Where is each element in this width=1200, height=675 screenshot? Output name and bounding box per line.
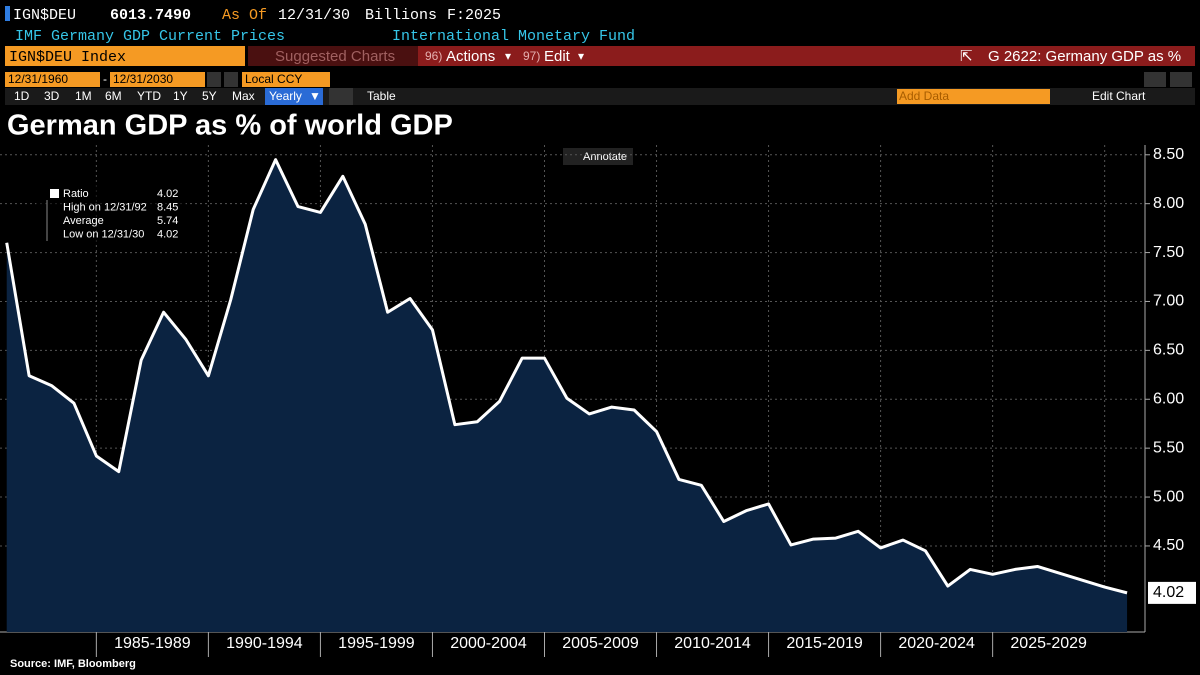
legend: Ratio 4.02 High on 12/31/92 8.45 Average 5.74… [36,184,186,242]
edit-num[interactable]: 97) [523,49,540,63]
period-button[interactable]: 1Y [173,89,188,103]
next[interactable] [224,72,238,87]
x-tick-label: 1990-1994 [226,635,303,652]
period-button[interactable]: 1D [14,89,30,103]
legend-label: High on 12/31/92 [63,201,147,213]
period-button[interactable]: Max [232,89,255,103]
y-tick-label: 8.50 [1153,146,1184,163]
ticker: IGN$DEU [13,7,76,24]
y-tick-label: 6.50 [1153,342,1184,359]
currency[interactable]: Local CCY [245,72,302,86]
add-data[interactable]: Add Data [899,89,949,103]
source-org: International Monetary Fund [392,28,635,45]
add-data-box[interactable] [897,89,1050,104]
edit-caret[interactable]: ▾ [578,49,584,63]
source: Source: IMF, Bloomberg [10,658,136,670]
forecast: F:2025 [447,7,501,24]
toolbar [248,46,1195,66]
prev[interactable] [207,72,221,87]
actions[interactable]: Actions [446,48,495,65]
as-of: 12/31/30 [278,7,350,24]
y-tick-label: 6.00 [1153,390,1184,407]
edit-chart[interactable]: Edit Chart [1092,89,1146,103]
end-date[interactable]: 12/31/2030 [113,72,173,86]
price: 6013.7490 [110,7,191,24]
last-value-box [1148,581,1196,604]
undo[interactable] [1144,72,1166,87]
period-button[interactable]: YTD [137,89,161,103]
period-button[interactable]: 1M [75,89,92,103]
frequency-caret[interactable]: ▼ [309,89,321,103]
period-button[interactable]: 6M [105,89,122,103]
legend-swatch [50,189,59,198]
actions-num[interactable]: 96) [425,49,442,63]
x-tick-label: 2020-2024 [898,635,975,652]
chart-title: German GDP as % of world GDP [7,110,453,142]
y-tick-label: 7.00 [1153,293,1184,310]
line [5,158,1128,595]
legend-bg [36,184,186,242]
suggested-box[interactable] [248,46,418,66]
end-box[interactable] [110,72,205,87]
y-tick-label: 8.00 [1153,195,1184,212]
suggested[interactable]: Suggested Charts [275,48,395,65]
x-tick-label: 2025-2029 [1010,635,1087,652]
annotate[interactable]: Annotate [583,151,627,163]
chart-id: G 2622: Germany GDP as % [988,48,1181,65]
y-tick-label: 4.50 [1153,537,1184,554]
index-box[interactable] [5,46,245,66]
description: IMF Germany GDP Current Prices [15,28,285,45]
external-icon[interactable]: ⇱ [960,48,973,65]
legend-label: Ratio [63,188,89,200]
currency-box[interactable] [242,72,330,87]
start-date[interactable]: 12/31/1960 [8,72,68,86]
legend-label: Average [63,215,104,227]
edit[interactable]: Edit [544,48,571,65]
frequency-box[interactable] [265,88,323,105]
y-tick-label: 5.00 [1153,488,1184,505]
table[interactable]: Table [367,89,396,103]
y-tick-label: 7.50 [1153,244,1184,261]
x-tick-label: 2005-2009 [562,635,639,652]
x-tick-label: 2010-2014 [674,635,751,652]
chart-icon[interactable] [329,88,353,105]
redo[interactable] [1170,72,1192,87]
period-button[interactable]: 5Y [202,89,217,103]
period-button[interactable]: 3D [44,89,60,103]
dash: - [103,72,107,86]
index[interactable]: IGN$DEU Index [9,49,126,66]
as-of-label: As Of [222,7,267,24]
legend-value: 5.74 [157,215,178,227]
x-tick-label: 2000-2004 [450,635,527,652]
x-tick-label: 2015-2019 [786,635,863,652]
legend-value: 8.45 [157,201,178,213]
marker [5,6,10,21]
area [6,159,1128,632]
start-box[interactable] [5,72,100,87]
units: Billions [365,7,437,24]
last-value: 4.02 [1153,584,1184,601]
x-tick-label: 1995-1999 [338,635,415,652]
legend-value: 4.02 [157,228,178,240]
actions-caret[interactable]: ▾ [505,49,511,63]
legend-value: 4.02 [157,188,178,200]
legend-label: Low on 12/31/30 [63,228,144,240]
y-tick-label: 5.50 [1153,439,1184,456]
annotate-box[interactable] [563,148,633,165]
frequency[interactable]: Yearly [269,89,302,103]
x-tick-label: 1985-1989 [114,635,191,652]
